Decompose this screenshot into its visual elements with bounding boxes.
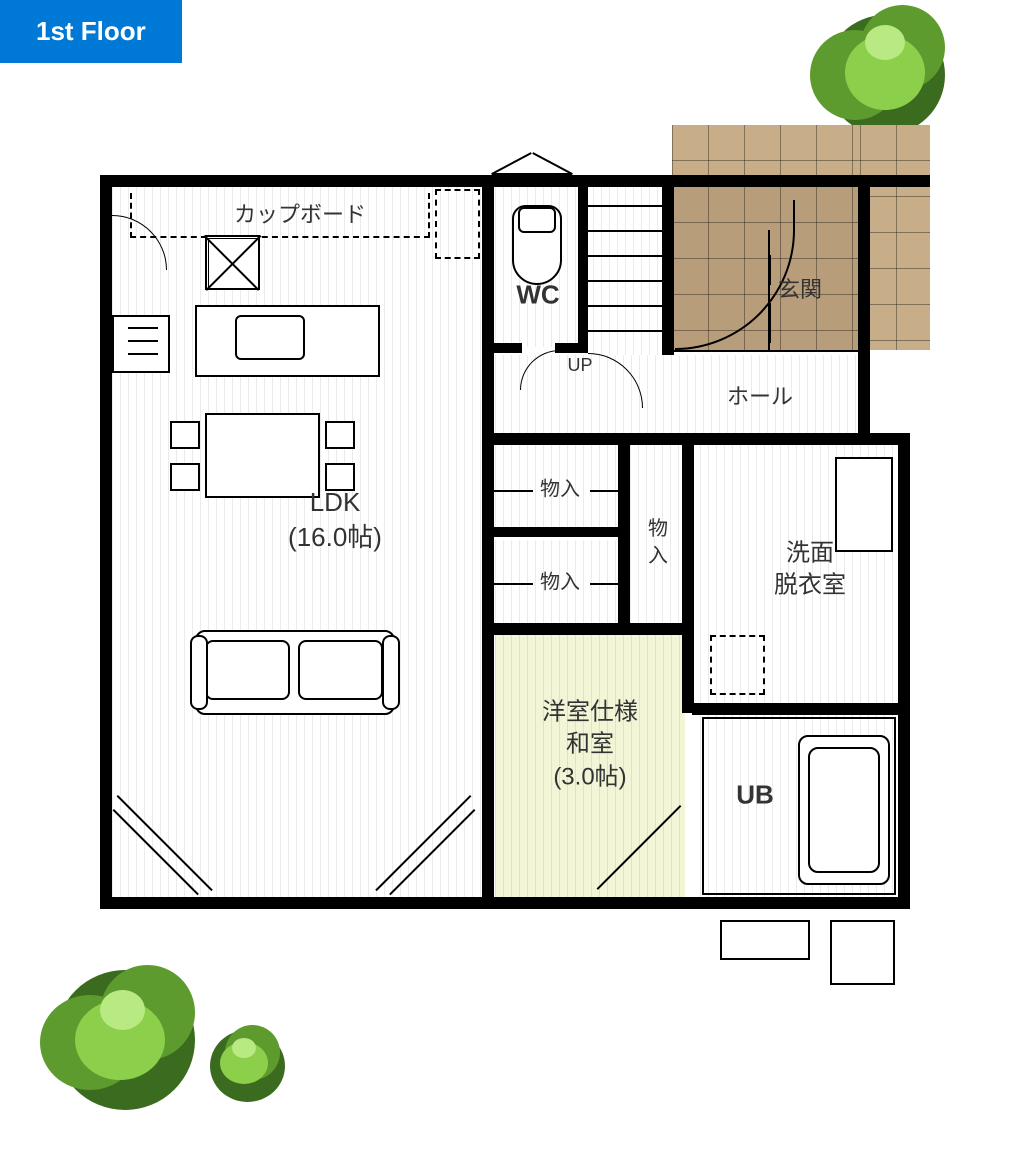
label-genkan: 玄関: [778, 275, 822, 305]
bush-decoration: [805, 0, 955, 145]
floor-title-badge: 1st Floor: [0, 0, 182, 63]
kitchen-counter: [112, 315, 170, 373]
dining-chair: [170, 463, 200, 491]
bay-window: [118, 795, 213, 890]
outdoor-unit: [830, 920, 895, 985]
closet-outline: [435, 189, 480, 259]
label-hall: ホール: [727, 382, 793, 412]
label-up: UP: [567, 353, 592, 377]
window-marker: [520, 905, 670, 915]
label-storage-1: 物入: [540, 477, 580, 504]
ub-unit: [702, 717, 896, 895]
awning: [492, 153, 572, 175]
bush-decoration: [200, 1020, 295, 1110]
label-wc: WC: [516, 277, 559, 312]
label-washroom: 洗面 脱衣室: [774, 538, 846, 603]
bush-decoration: [30, 955, 210, 1125]
bay-window: [595, 805, 680, 890]
label-ub: UB: [736, 777, 774, 812]
label-cupboard: カップボード: [234, 200, 366, 230]
dining-chair: [325, 421, 355, 449]
floorplan-stage: 1st Floor: [0, 0, 1020, 1150]
window-marker: [220, 905, 400, 915]
outdoor-unit: [720, 920, 810, 960]
porch-tile: [860, 125, 930, 350]
label-washitsu: 洋室仕様 和室 (3.0帖): [542, 696, 638, 793]
label-storage-2: 物入: [540, 570, 580, 597]
bay-window: [375, 795, 470, 890]
washer-outline: [710, 635, 765, 695]
dining-chair: [170, 421, 200, 449]
floor-plan: カップボード LDK (16.0帖) WC UP 玄関 ホール 物入 物入 物 …: [100, 175, 930, 975]
label-ldk: LDK (16.0帖): [288, 485, 382, 555]
label-storage-3: 物 入: [648, 516, 668, 570]
